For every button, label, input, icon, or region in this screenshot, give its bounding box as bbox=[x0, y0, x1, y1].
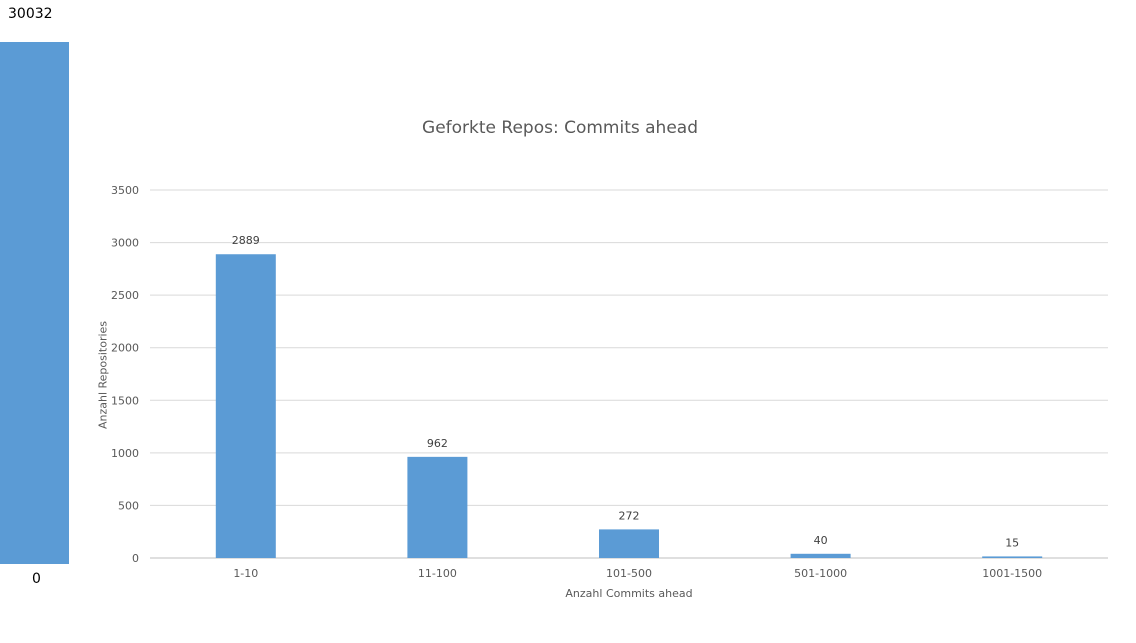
x-axis-label: Anzahl Commits ahead bbox=[565, 587, 693, 600]
bar-data-label: 2889 bbox=[232, 234, 260, 247]
y-tick-label: 3000 bbox=[111, 237, 139, 250]
bar bbox=[407, 456, 468, 558]
bar-data-label: 962 bbox=[427, 437, 448, 450]
y-tick-label: 500 bbox=[118, 499, 139, 512]
x-tick-label: 1-10 bbox=[233, 567, 258, 580]
y-tick-label: 2500 bbox=[111, 289, 139, 302]
bar-data-label: 40 bbox=[814, 534, 828, 547]
x-tick-label: 501-1000 bbox=[794, 567, 847, 580]
side-max-label: 30032 bbox=[8, 6, 53, 22]
chart-title: Geforkte Repos: Commits ahead bbox=[422, 118, 698, 138]
side-level-bar bbox=[0, 42, 69, 564]
bar-data-label: 15 bbox=[1005, 536, 1019, 549]
x-tick-label: 101-500 bbox=[606, 567, 652, 580]
side-min-label: 0 bbox=[32, 571, 41, 587]
y-tick-label: 2000 bbox=[111, 342, 139, 355]
bar bbox=[790, 553, 851, 558]
y-tick-label: 0 bbox=[132, 552, 139, 565]
x-tick-label: 11-100 bbox=[418, 567, 457, 580]
y-tick-label: 3500 bbox=[111, 184, 139, 197]
y-tick-label: 1500 bbox=[111, 394, 139, 407]
bar bbox=[982, 556, 1043, 558]
bar-data-label: 272 bbox=[619, 509, 640, 522]
y-tick-label: 1000 bbox=[111, 447, 139, 460]
x-tick-label: 1001-1500 bbox=[982, 567, 1042, 580]
bar bbox=[599, 529, 659, 558]
bar bbox=[215, 254, 276, 558]
